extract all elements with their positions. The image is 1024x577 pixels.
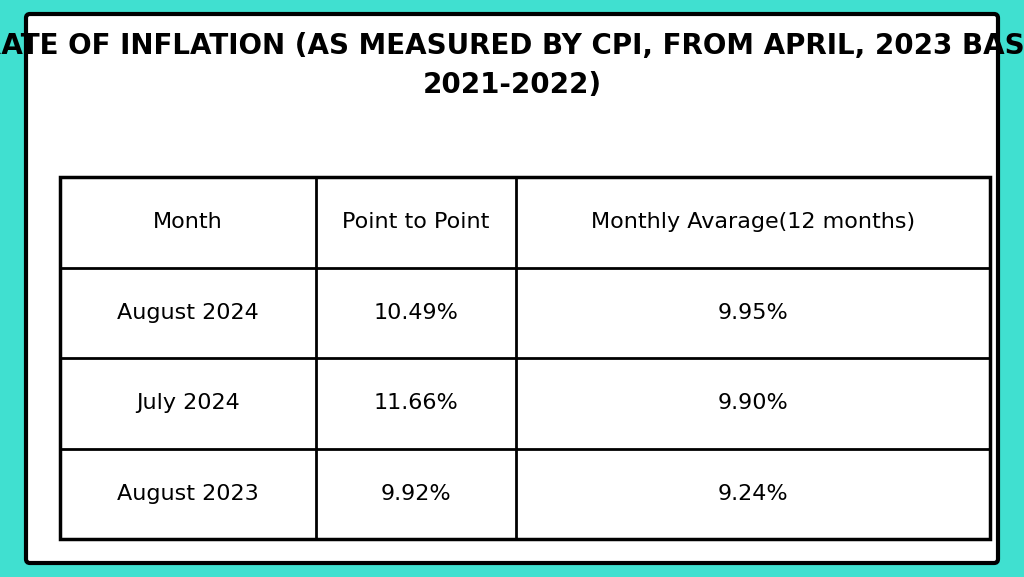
Text: Monthly Avarage(12 months): Monthly Avarage(12 months) <box>591 212 914 233</box>
Text: 11.66%: 11.66% <box>374 394 458 413</box>
Text: 9.90%: 9.90% <box>718 394 788 413</box>
Text: RATE OF INFLATION (AS MEASURED BY CPI, FROM APRIL, 2023 BASE
2021-2022): RATE OF INFLATION (AS MEASURED BY CPI, F… <box>0 32 1024 99</box>
Text: Month: Month <box>153 212 223 233</box>
Bar <box>60 177 990 539</box>
Text: 9.95%: 9.95% <box>718 303 788 323</box>
Text: 10.49%: 10.49% <box>374 303 458 323</box>
Text: August 2023: August 2023 <box>117 484 259 504</box>
Text: 9.24%: 9.24% <box>718 484 788 504</box>
Text: July 2024: July 2024 <box>136 394 240 413</box>
Text: August 2024: August 2024 <box>117 303 259 323</box>
Text: Point to Point: Point to Point <box>342 212 489 233</box>
FancyBboxPatch shape <box>26 14 998 563</box>
Text: 9.92%: 9.92% <box>380 484 451 504</box>
